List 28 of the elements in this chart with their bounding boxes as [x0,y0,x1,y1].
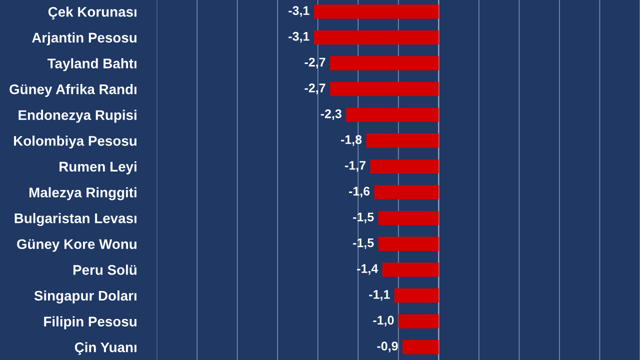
y-tick-label: Güney Kore Wonu [17,239,136,252]
y-tick-label: Güney Afrika Randı [10,84,136,97]
data-label: -1,4 [357,264,378,275]
data-label: -1,5 [353,212,374,224]
y-tick-label: Kolombiya Pesosu [14,136,136,149]
data-label: -1,5 [353,238,374,250]
data-label: -1,1 [369,290,390,301]
data-label: -1,0 [373,316,394,326]
data-label: -3,1 [288,32,310,43]
data-label: -2,3 [320,109,342,120]
data-label: -2,7 [304,58,326,68]
data-label: -1,6 [349,186,370,198]
y-tick-label: Endonezya Rupisi [18,110,136,123]
y-tick-label: Rumen Leyi [60,161,136,174]
y-tick-label: Malezya Ringgiti [29,187,136,200]
y-tick-label: Peru Solü [73,264,136,275]
data-label: -2,7 [304,84,326,94]
y-tick-label: Çek Korunası [48,6,136,20]
y-tick-label: Çin Yuanı [74,342,136,356]
y-tick-label: Tayland Bahtı [47,58,136,72]
y-tick-label: Filipin Pesosu [44,316,136,330]
y-tick-label: Arjantin Pesosu [32,32,136,46]
data-label: -1,8 [340,135,362,146]
data-label: -0,9 [377,342,398,352]
data-label: -1,7 [345,161,366,172]
y-tick-label: Bulgaristan Levası [14,213,136,226]
data-label: -3,1 [288,6,310,17]
y-tick-label: Singapur Doları [34,290,136,304]
